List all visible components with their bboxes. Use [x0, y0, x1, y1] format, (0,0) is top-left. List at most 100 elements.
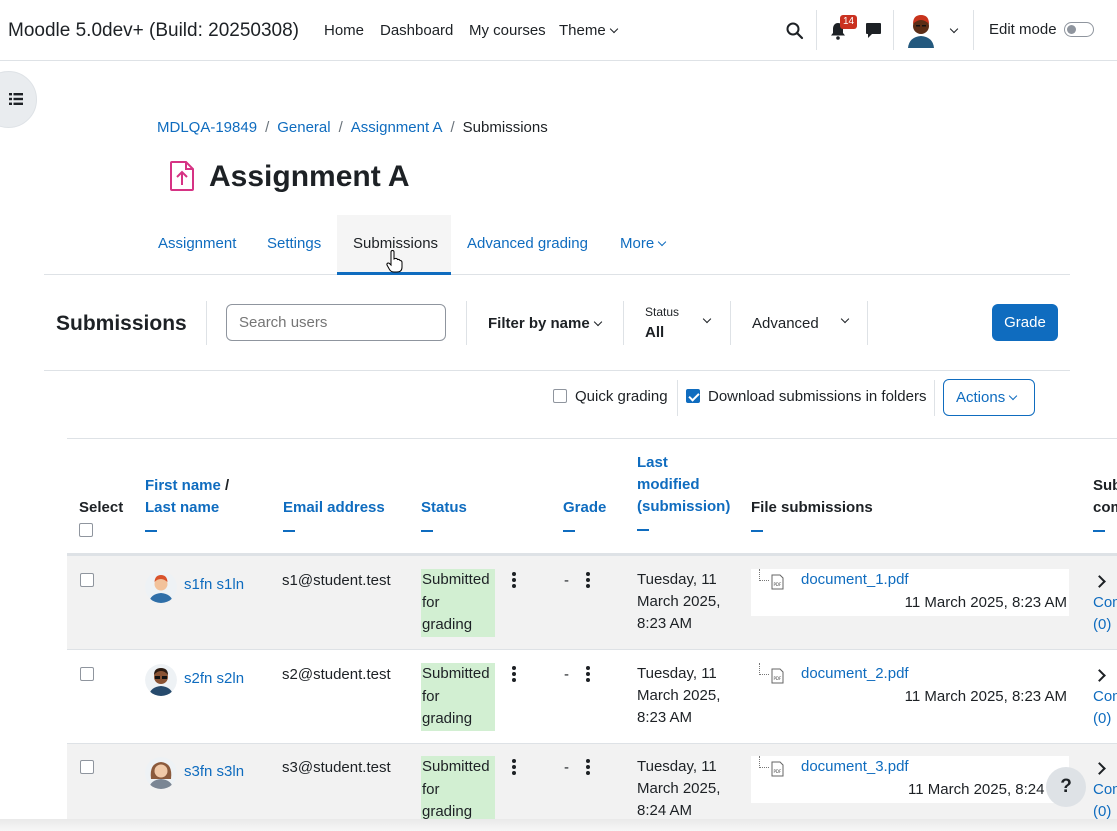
comments-link[interactable]: Comments: [1093, 594, 1117, 611]
tab-assignment[interactable]: Assignment: [158, 235, 237, 252]
status-line: for: [422, 593, 440, 611]
file-date: 11 March 2025, 8:24 AM: [908, 781, 1069, 798]
comments-link[interactable]: Comments: [1093, 781, 1117, 798]
download-in-folders-checkbox[interactable]: [686, 389, 700, 403]
status-line: Submitted: [422, 665, 490, 682]
user-name-link[interactable]: s3fn s3ln: [184, 763, 245, 780]
row-select-checkbox[interactable]: [80, 667, 94, 681]
nav-dashboard[interactable]: Dashboard: [380, 22, 454, 39]
user-menu-chevron-icon[interactable]: [949, 24, 959, 34]
hide-column-icon[interactable]: [283, 530, 295, 532]
status-column-header: Status: [421, 497, 467, 532]
grade-actions-menu-icon[interactable]: [586, 759, 590, 777]
hide-column-icon[interactable]: [145, 530, 157, 532]
pdf-file-icon: PDF: [771, 668, 784, 684]
submission-comments-column-header: Sub com: [1093, 475, 1117, 532]
tab-more[interactable]: More: [620, 215, 667, 275]
chevron-right-icon[interactable]: [1093, 669, 1106, 682]
footer-shadow: [0, 819, 1117, 831]
quick-grading-label: Quick grading: [575, 388, 668, 405]
filter-by-name-label: Filter by name: [488, 315, 590, 332]
last-modified-column-header: Last modified (submission): [637, 452, 730, 531]
nav-my-courses[interactable]: My courses: [469, 22, 546, 39]
edit-mode-toggle[interactable]: [1064, 22, 1094, 37]
table-row: s1fn s1ln s1@student.test Submitted for gr…: [67, 556, 1117, 650]
help-button[interactable]: ?: [1046, 767, 1086, 807]
grade-actions-menu-icon[interactable]: [586, 572, 590, 590]
status-actions-menu-icon[interactable]: [512, 666, 516, 684]
advanced-filter-dropdown[interactable]: Advanced: [752, 315, 819, 332]
hide-column-icon[interactable]: [637, 529, 649, 531]
grade-actions-menu-icon[interactable]: [586, 666, 590, 684]
navbar-divider: [893, 10, 894, 50]
grade-value: -: [564, 666, 569, 683]
chevron-down-icon: [1008, 391, 1018, 401]
status-filter-value[interactable]: All: [645, 324, 665, 341]
tab-advanced-grading[interactable]: Advanced grading: [467, 235, 588, 252]
hide-column-icon[interactable]: [421, 530, 433, 532]
pdf-file-icon: PDF: [771, 574, 784, 590]
table-row: s3fn s3ln s3@student.test Submitted for gr…: [67, 744, 1117, 831]
filter-by-name-dropdown[interactable]: Filter by name: [488, 315, 602, 332]
last-modified-line: modified: [637, 476, 700, 493]
breadcrumb-section[interactable]: General: [277, 119, 331, 136]
file-link[interactable]: document_1.pdf: [801, 571, 909, 588]
quick-grading-checkbox[interactable]: [553, 389, 567, 403]
options-bar: [67, 371, 1117, 439]
actions-dropdown-button[interactable]: Actions: [943, 379, 1035, 416]
status-filter-label: Status: [645, 305, 680, 319]
hide-column-icon[interactable]: [1093, 530, 1105, 532]
user-avatar[interactable]: [904, 12, 938, 48]
edit-mode-label: Edit mode: [989, 21, 1057, 38]
sort-grade-link[interactable]: Grade: [563, 499, 607, 516]
open-course-index-button[interactable]: [0, 71, 37, 128]
actions-label: Actions: [956, 389, 1006, 406]
comments-count: (0): [1093, 616, 1112, 633]
status-actions-menu-icon[interactable]: [512, 759, 516, 777]
sort-last-modified-link[interactable]: Last modified (submission): [637, 454, 730, 515]
comments-link[interactable]: Comments: [1093, 688, 1117, 705]
grade-button[interactable]: Grade: [992, 304, 1058, 341]
chevron-right-icon[interactable]: [1093, 762, 1106, 775]
user-email: s1@student.test: [282, 572, 391, 589]
breadcrumb-course[interactable]: MDLQA-19849: [157, 119, 258, 136]
status-badge: Submitted for grading: [421, 663, 495, 731]
user-name-link[interactable]: s1fn s1ln: [184, 576, 245, 593]
site-name[interactable]: Moodle 5.0dev+ (Build: 20250308): [8, 20, 300, 41]
tab-settings[interactable]: Settings: [267, 235, 322, 252]
breadcrumb-assignment[interactable]: Assignment A: [350, 119, 443, 136]
sort-last-name-link[interactable]: Last name: [145, 499, 220, 516]
user-name-link[interactable]: s2fn s2ln: [184, 670, 245, 687]
svg-text:PDF: PDF: [774, 676, 782, 681]
file-submissions-column-header: File submissions: [751, 497, 873, 532]
file-link[interactable]: document_2.pdf: [801, 665, 909, 682]
svg-text:PDF: PDF: [774, 769, 782, 774]
search-icon[interactable]: [786, 22, 804, 40]
row-select-checkbox[interactable]: [80, 573, 94, 587]
sort-first-name-link[interactable]: First name: [145, 477, 221, 494]
status-actions-menu-icon[interactable]: [512, 572, 516, 590]
hide-column-icon[interactable]: [751, 530, 763, 532]
chevron-right-icon[interactable]: [1093, 575, 1106, 588]
select-header-label: Select: [79, 499, 124, 516]
breadcrumb-separator: /: [450, 119, 455, 136]
chat-icon[interactable]: [865, 22, 882, 39]
row-select-checkbox[interactable]: [80, 760, 94, 774]
page-title: Assignment A: [209, 160, 410, 193]
status-line: Submitted: [422, 758, 490, 775]
select-all-checkbox[interactable]: [79, 523, 93, 537]
last-modified-line: (submission): [637, 498, 731, 515]
sort-email-link[interactable]: Email address: [283, 499, 385, 516]
navbar-divider: [973, 10, 974, 50]
grade-value: -: [564, 572, 569, 589]
sort-status-link[interactable]: Status: [421, 499, 467, 516]
hide-column-icon[interactable]: [563, 530, 575, 532]
nav-theme-menu[interactable]: Theme: [559, 22, 618, 39]
svg-text:PDF: PDF: [774, 582, 782, 587]
date-line: Tuesday, 11: [637, 758, 717, 775]
search-users-input[interactable]: [226, 304, 446, 341]
pdf-file-icon: PDF: [771, 761, 784, 777]
nav-home[interactable]: Home: [324, 22, 365, 39]
date-line: March 2025,: [637, 687, 721, 704]
file-link[interactable]: document_3.pdf: [801, 758, 909, 775]
